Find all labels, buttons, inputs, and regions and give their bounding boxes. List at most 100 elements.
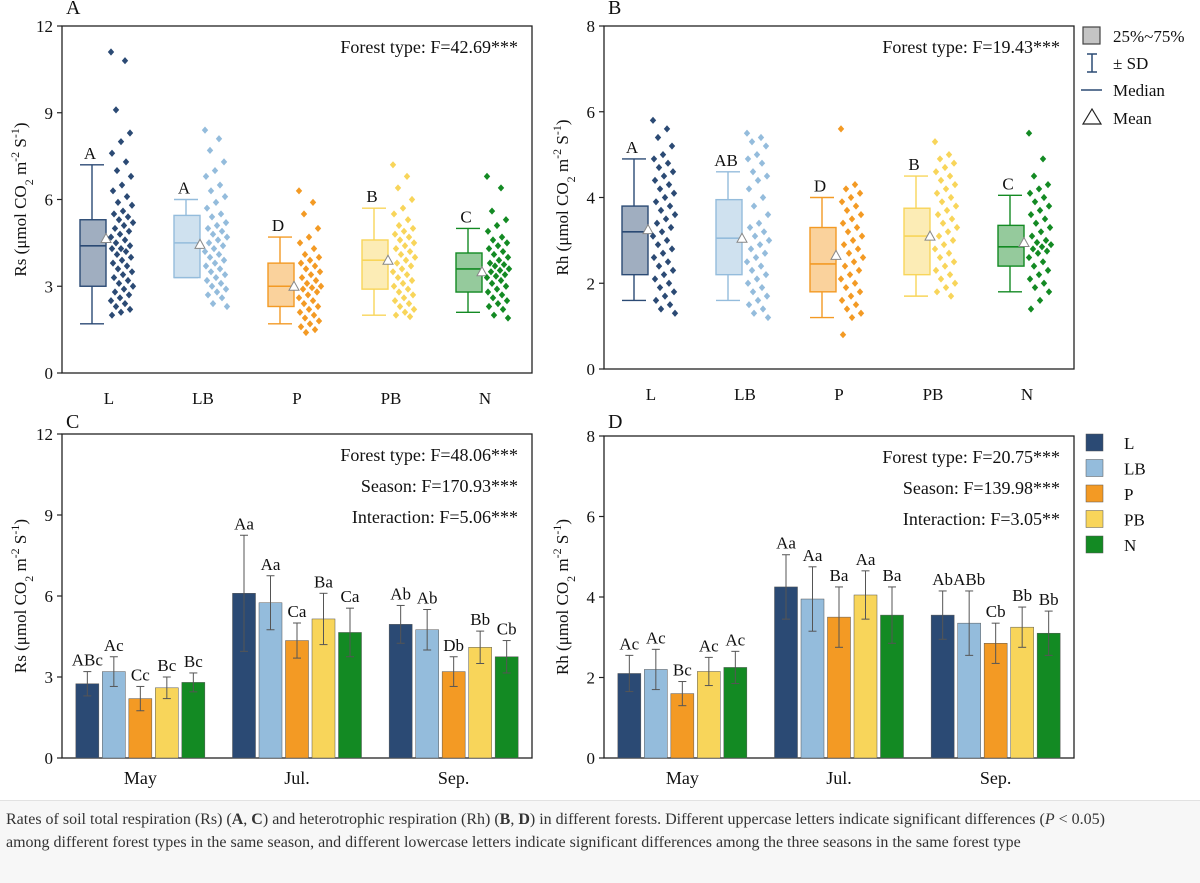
data-point — [306, 320, 314, 328]
data-point — [665, 279, 673, 287]
data-point — [763, 172, 771, 180]
x-tick-label: N — [479, 389, 491, 408]
data-point — [659, 151, 667, 159]
data-point — [221, 271, 229, 279]
data-point — [744, 155, 752, 163]
data-point — [401, 242, 409, 250]
data-point — [843, 305, 851, 313]
data-point — [220, 158, 228, 166]
data-point — [852, 301, 860, 309]
x-tick-label: LB — [192, 389, 214, 408]
y-tick-label: 4 — [587, 588, 596, 607]
significance-letter: Cc — [131, 665, 150, 684]
data-point — [296, 239, 304, 247]
data-point — [502, 216, 510, 224]
x-tick-label: Sep. — [980, 768, 1012, 788]
data-point — [107, 233, 115, 241]
data-point — [1045, 288, 1053, 296]
data-point — [107, 297, 115, 305]
data-point — [206, 146, 214, 154]
data-point — [497, 184, 505, 192]
data-point — [666, 301, 674, 309]
data-point — [757, 133, 765, 142]
y-tick-label: 6 — [45, 191, 54, 210]
data-point — [112, 106, 120, 114]
data-point — [217, 210, 225, 218]
data-point — [1035, 271, 1043, 279]
data-point — [400, 294, 408, 302]
data-point — [123, 193, 131, 201]
data-point — [390, 210, 398, 218]
data-point — [396, 302, 404, 311]
data-point — [304, 291, 312, 299]
data-point — [942, 185, 950, 193]
data-point — [842, 185, 850, 193]
panel-label: B — [608, 0, 621, 19]
data-point — [403, 271, 411, 279]
y-tick-label: 12 — [36, 425, 53, 444]
data-point — [213, 288, 221, 296]
data-point — [1029, 245, 1037, 253]
data-point — [113, 166, 121, 175]
data-point — [848, 313, 856, 322]
y-tick-label: 9 — [45, 104, 54, 123]
data-point — [665, 181, 673, 189]
data-point — [650, 155, 658, 163]
figure-caption: Rates of soil total respiration (Rs) (A,… — [0, 800, 1200, 883]
data-point — [118, 256, 126, 264]
legend-label-n: N — [1124, 536, 1136, 555]
data-point — [212, 198, 220, 206]
data-point — [209, 300, 217, 308]
data-point — [220, 256, 228, 264]
data-point — [745, 301, 753, 309]
significance-letter: AB — [714, 151, 738, 170]
panel-label: C — [66, 411, 79, 433]
data-point — [409, 224, 417, 233]
significance-letter: Db — [443, 636, 464, 655]
data-point — [1045, 202, 1053, 210]
data-point — [651, 275, 659, 283]
data-point — [124, 276, 132, 285]
significance-letter: Aa — [856, 550, 876, 569]
data-point — [1035, 185, 1043, 193]
data-point — [203, 204, 211, 212]
data-point — [129, 219, 137, 227]
significance-letter: ABc — [72, 651, 104, 670]
y-tick-label: 0 — [45, 749, 54, 768]
legend-swatch-lb — [1085, 459, 1104, 477]
data-point — [389, 268, 397, 276]
sd-legend-label: ± SD — [1113, 54, 1148, 73]
data-point — [313, 288, 321, 296]
data-point — [109, 259, 117, 267]
data-point — [493, 221, 501, 230]
y-tick-label: 3 — [45, 277, 54, 296]
data-point — [848, 215, 856, 223]
figure: 0 3 6 9 12 Rs (μmol CO2 m-2 S-1) A Forest type:… — [8, 0, 1185, 788]
data-point — [218, 227, 226, 235]
data-point — [483, 273, 491, 282]
data-point — [120, 221, 128, 230]
data-point — [408, 276, 416, 285]
data-point — [660, 172, 668, 180]
data-point — [404, 216, 412, 224]
data-point — [407, 262, 415, 270]
data-point — [497, 276, 505, 285]
y-tick-label: 2 — [587, 669, 596, 688]
data-point — [657, 305, 665, 313]
plot-frame — [61, 25, 533, 374]
significance-letter: Ab — [390, 584, 411, 603]
data-point — [851, 279, 859, 287]
data-point — [938, 198, 946, 206]
data-point — [401, 308, 409, 316]
data-point — [400, 227, 408, 235]
data-point — [759, 305, 767, 313]
significance-letter: D — [272, 216, 284, 235]
data-point — [1030, 172, 1038, 180]
legend-label-lb: LB — [1124, 460, 1146, 479]
significance-letter: Ac — [699, 636, 719, 655]
data-point — [222, 219, 230, 227]
data-point — [123, 262, 131, 270]
stats-annotation: Season: F=139.98*** — [903, 478, 1060, 498]
x-tick-label: May — [124, 768, 157, 788]
data-point — [503, 239, 511, 247]
